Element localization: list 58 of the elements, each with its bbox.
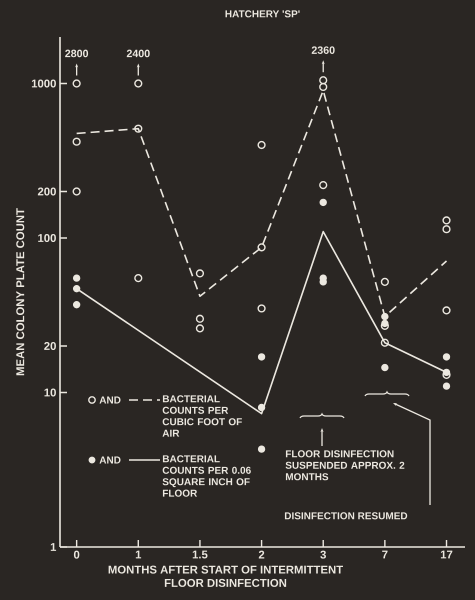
point: [442, 306, 451, 314]
point: [257, 140, 266, 150]
point: [196, 269, 204, 278]
point: [442, 368, 450, 376]
point: [72, 79, 81, 88]
point: [134, 124, 142, 133]
point: [196, 324, 204, 332]
annotation: 2360: [312, 46, 335, 54]
chart-title: HATCHERY 'SP': [226, 10, 300, 18]
point: [258, 445, 266, 453]
x-tick-label: 1.5: [192, 550, 208, 559]
legend-label: BACTERIAL COUNTS PER CUBIC FOOT OF AIR: [162, 395, 242, 437]
x-tick-label: 2: [258, 550, 264, 559]
point: [319, 180, 328, 190]
point: [72, 187, 81, 196]
point: [320, 198, 327, 206]
y-tick-label: 20: [44, 342, 56, 350]
point: [442, 353, 450, 361]
point: [381, 320, 389, 328]
legend-label: BACTERIAL COUNTS PER 0.06 SQUARE INCH OF FLOOR: [162, 455, 251, 497]
x-tick-label: 7: [382, 550, 388, 558]
y-tick-label: 100: [38, 234, 56, 242]
point: [258, 404, 266, 412]
point: [72, 284, 80, 292]
x-tick-label: 1: [136, 550, 142, 558]
x-tick-label: 3: [320, 550, 326, 559]
legend-label: AND: [100, 396, 121, 404]
point: [72, 274, 80, 282]
annotation: 2400: [126, 50, 150, 58]
point: [381, 364, 389, 372]
point: [380, 338, 389, 347]
point: [72, 301, 80, 308]
y-axis-title: MEAN COLONY PLATE COUNT: [16, 208, 24, 376]
point: [380, 278, 389, 286]
annotation: 2800: [65, 50, 88, 58]
x-tick-label: 17: [440, 550, 452, 558]
y-tick-label: 10: [44, 388, 56, 397]
point: [381, 312, 389, 320]
annotation: DISINFECTION RESUMED: [284, 512, 408, 520]
x-axis-title: MONTHS AFTER START OF INTERMITTENT FLOOR DISINFECTION: [108, 566, 343, 587]
point: [319, 82, 328, 92]
y-tick-label: 200: [38, 187, 56, 196]
point: [442, 216, 451, 224]
legend-label: AND: [100, 456, 121, 464]
y-tick-label: 1000: [32, 79, 56, 88]
y-tick-label: 1: [50, 543, 56, 551]
x-tick-label: 0: [74, 550, 80, 559]
point: [442, 382, 450, 390]
point: [134, 79, 142, 88]
point: [134, 274, 142, 282]
point: [319, 76, 328, 84]
point: [72, 138, 81, 146]
annotation: FLOOR DISINFECTION SUSPENDED APPROX. 2 MONTHS: [286, 450, 404, 480]
point: [258, 353, 266, 361]
point: [196, 314, 204, 323]
point: [257, 304, 266, 313]
point: [442, 225, 451, 234]
point: [257, 243, 266, 252]
